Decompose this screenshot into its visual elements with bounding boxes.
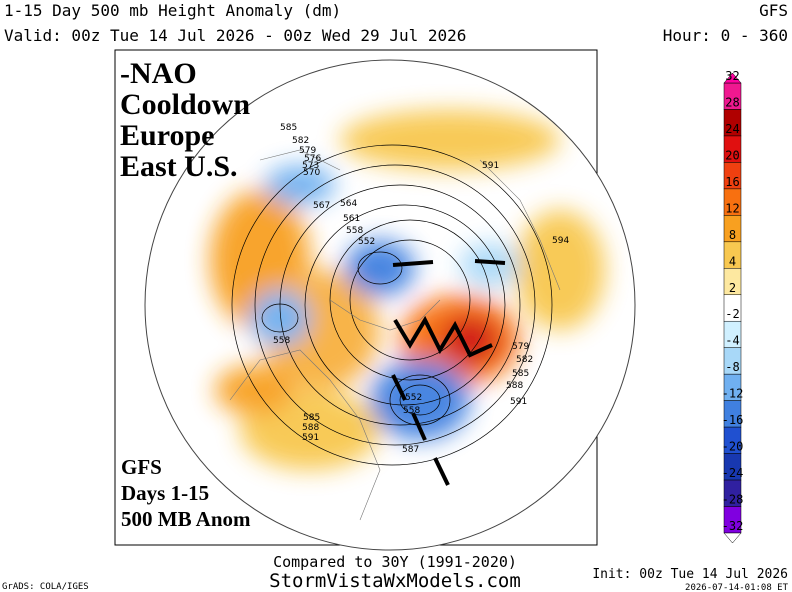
contour-label: 594	[552, 236, 569, 246]
color-cap	[723, 532, 742, 544]
colorbar-label: -12	[722, 387, 744, 401]
caption-line: Days 1-15	[121, 481, 209, 505]
contour-label: 564	[340, 199, 357, 209]
colorbar-label: 2	[729, 281, 736, 295]
hours: Hour: 0 - 360	[663, 26, 788, 45]
contour-label: 585	[512, 369, 529, 379]
contour-label: 582	[516, 355, 533, 365]
contour-label: 588	[506, 381, 523, 391]
map-edge	[144, 59, 636, 551]
valid: Valid: 00z Tue 14 Jul 2026 - 00z Wed 29 …	[4, 26, 466, 45]
annotation-line: Europe	[120, 119, 214, 152]
color-cap	[723, 72, 742, 84]
title: 1-15 Day 500 mb Height Anomaly (dm)	[4, 1, 341, 20]
colorbar-label: 8	[729, 228, 736, 242]
contour-label: 573	[302, 161, 319, 171]
colorbar-label: -24	[722, 466, 744, 480]
caption-line: GFS	[121, 455, 162, 479]
colorbar-label: -2	[725, 307, 739, 321]
contour-label: 558	[403, 406, 420, 416]
contour-label: 579	[512, 342, 529, 352]
contour-label: 579	[299, 146, 316, 156]
colorbar-label: 24	[725, 122, 739, 136]
annotation-marks	[391, 259, 506, 486]
annotation-line: Cooldown	[120, 88, 250, 121]
colorbar-label: -20	[722, 440, 744, 454]
caption-line: 500 MB Anom	[121, 507, 251, 531]
colorbar-label: -28	[722, 493, 744, 507]
compared: Compared to 30Y (1991-2020)	[273, 553, 517, 571]
colorbar: 32 28 24 20 16 12 8 4 2 -2 -4 -8 -12 -16 -20 -24 -28 -32	[722, 69, 744, 544]
colorbar-label: 4	[729, 254, 736, 268]
contour-label: 576	[304, 154, 321, 164]
model: GFS	[759, 1, 788, 20]
colorbar-label: 28	[725, 95, 739, 109]
annotation-line: East U.S.	[120, 150, 238, 183]
contour-label: 570	[303, 168, 320, 178]
contour-label: 552	[358, 237, 375, 247]
contour-label: 588	[302, 423, 319, 433]
contour-label: 591	[482, 161, 499, 171]
init: Init: 00z Tue 14 Jul 2026	[592, 567, 788, 582]
contour-label: 558	[273, 336, 290, 346]
map	[145, 60, 635, 550]
annotation-line: -NAO	[120, 57, 197, 90]
contour-label: 587	[402, 445, 419, 455]
colorbar-label: -4	[725, 334, 739, 348]
contour-label: 558	[346, 226, 363, 236]
contour-label: 591	[302, 433, 319, 443]
stamp: 2026-07-14-01:08 ET	[685, 583, 789, 592]
contour-label: 561	[343, 214, 360, 224]
contour-label: 582	[292, 136, 309, 146]
contour-label: 552	[405, 393, 422, 403]
site: StormVistaWxModels.com	[269, 570, 521, 592]
colorbar-label: 32	[725, 69, 739, 83]
colorbar-label: -8	[725, 360, 739, 374]
colorbar-label: -16	[722, 413, 744, 427]
credit: GrADS: COLA/IGES	[2, 582, 89, 592]
colorbar-label: -32	[722, 519, 744, 533]
contour-label: 591	[510, 397, 527, 407]
colorbar-label: 16	[725, 175, 739, 189]
contour-label: 585	[303, 413, 320, 423]
contour-label: 585	[280, 123, 297, 133]
colorbar-label: 20	[725, 148, 739, 162]
contour-label: 567	[313, 201, 330, 211]
colorbar-label: 12	[725, 201, 739, 215]
